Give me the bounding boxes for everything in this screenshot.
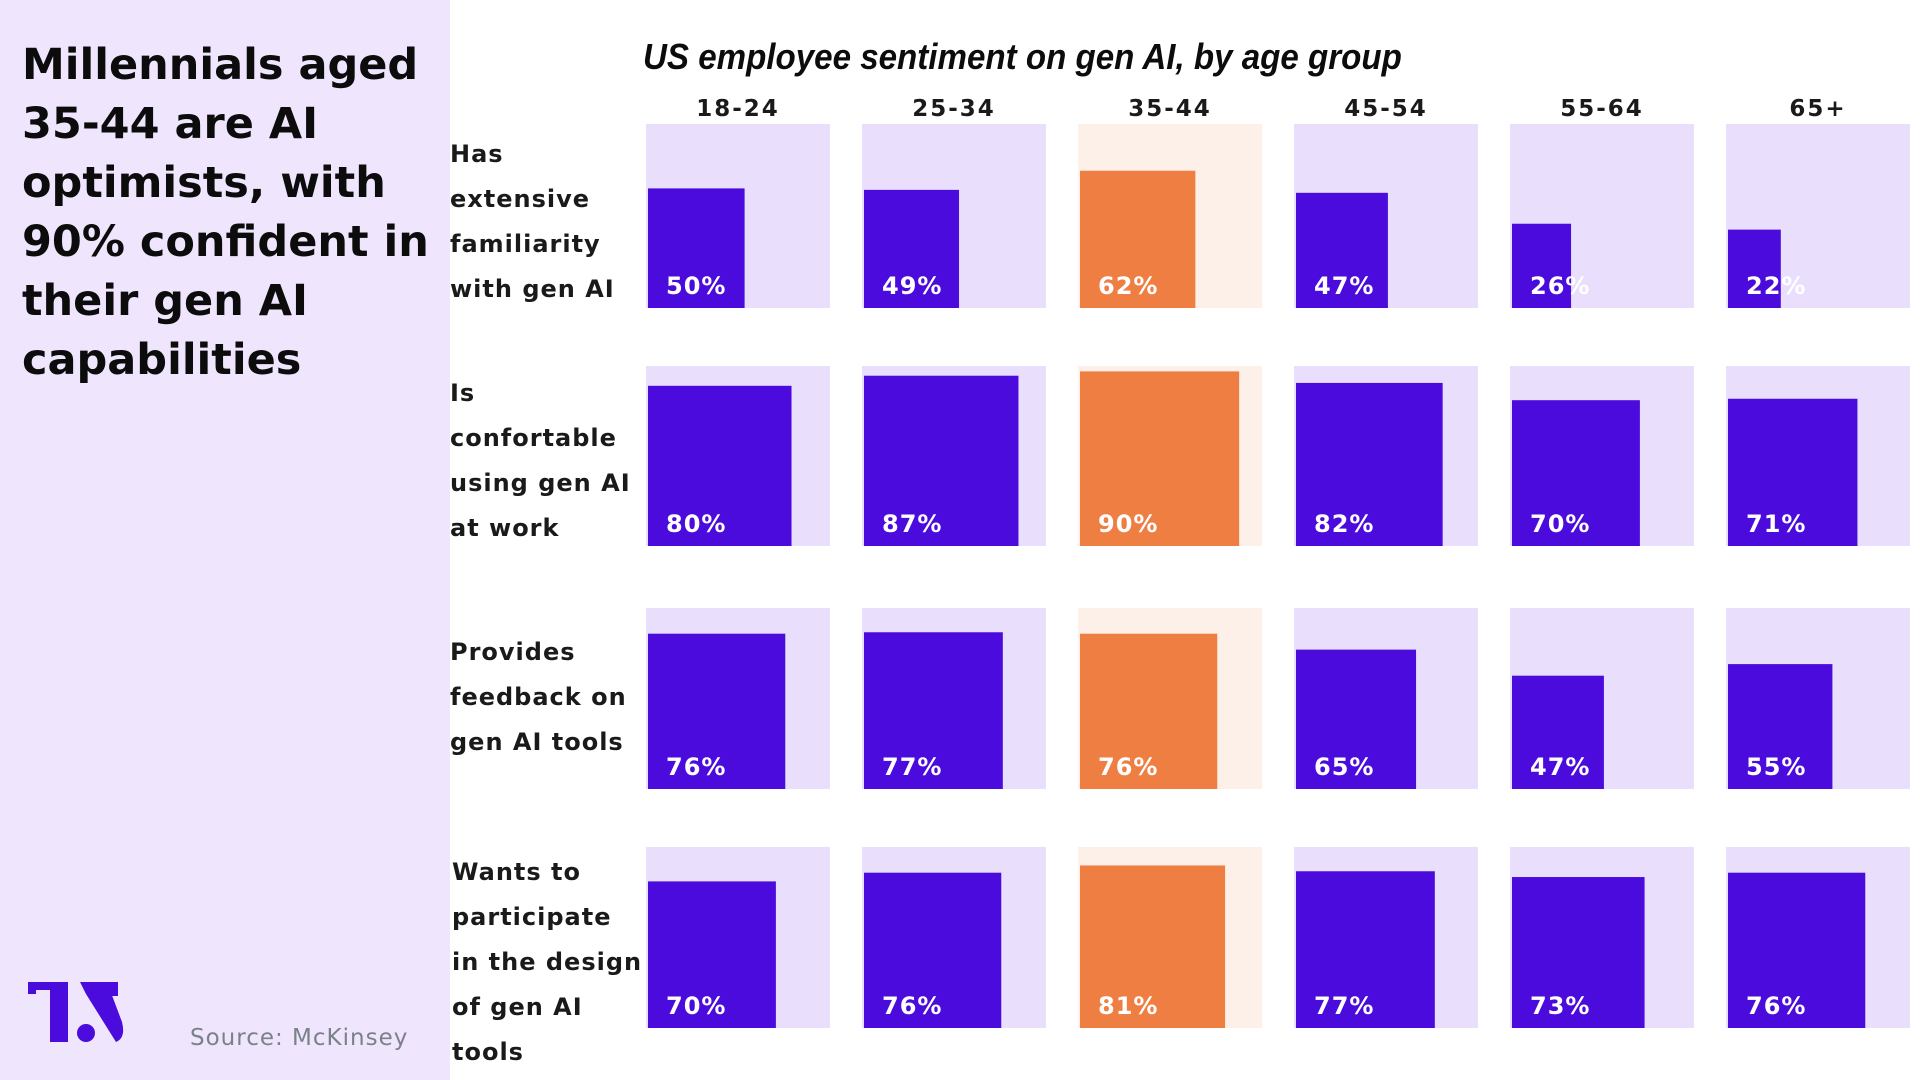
bar-value-label: 76% [1746, 992, 1806, 1020]
bar-value-label: 76% [882, 992, 942, 1020]
bar-background [862, 608, 1046, 789]
bar [864, 632, 1003, 789]
column-label: 18-24 [696, 96, 780, 122]
bar-background [646, 124, 830, 308]
bar [648, 385, 792, 546]
bar-background [1726, 608, 1910, 789]
source-note: Source: McKinsey [190, 1025, 409, 1051]
bar-value-label: 50% [666, 272, 726, 300]
bar-background [1078, 608, 1262, 789]
bar-value-label: 80% [666, 510, 726, 538]
bar-value-label: 62% [1098, 272, 1158, 300]
bar-value-label: 22% [1746, 272, 1806, 300]
bar-background [1294, 608, 1478, 789]
bar-value-label: 70% [666, 992, 726, 1020]
bar-background [862, 366, 1046, 546]
bar-value-label: 77% [1314, 992, 1374, 1020]
bar [1296, 192, 1388, 308]
column-label: 35-44 [1128, 96, 1212, 122]
bar [1296, 382, 1443, 546]
bar [1512, 223, 1572, 308]
bar [1080, 865, 1226, 1028]
bar [648, 881, 776, 1028]
bar-background [1294, 366, 1478, 546]
bar-value-label: 55% [1746, 753, 1806, 781]
bar-background [646, 366, 830, 546]
bar [1512, 400, 1640, 546]
bar-background [1510, 608, 1694, 789]
column-label: 65+ [1789, 96, 1847, 122]
bar-value-label: 70% [1530, 510, 1590, 538]
bar-background [1510, 124, 1694, 308]
bar-background [1726, 124, 1910, 308]
bar-value-label: 71% [1746, 510, 1806, 538]
bar-background [1726, 366, 1910, 546]
row-label: Is confortable using gen AI at work [450, 379, 631, 542]
headline: Millennials aged 35-44 are AI optimists,… [22, 40, 429, 385]
row-label: Provides feedback on gen AI tools [450, 638, 627, 756]
bar-value-label: 65% [1314, 753, 1374, 781]
bar-background [1078, 847, 1262, 1028]
bar-background [1726, 847, 1910, 1028]
bar [1512, 675, 1604, 789]
bar [864, 872, 1002, 1028]
bar-background [1294, 847, 1478, 1028]
bar-value-label: 82% [1314, 510, 1374, 538]
column-label: 45-54 [1344, 96, 1428, 122]
bar [1080, 371, 1240, 546]
bar [1728, 664, 1833, 789]
chart-title: US employee sentiment on gen AI, by age … [643, 36, 1402, 77]
bar-background [1078, 124, 1262, 308]
bar [1080, 170, 1196, 308]
bar-value-label: 87% [882, 510, 942, 538]
bar [1512, 877, 1645, 1028]
bar [864, 375, 1019, 546]
bar-value-label: 90% [1098, 510, 1158, 538]
bar-value-label: 77% [882, 753, 942, 781]
bar-value-label: 76% [1098, 753, 1158, 781]
bar [1728, 398, 1858, 546]
bar-background [1510, 366, 1694, 546]
bar-value-label: 73% [1530, 992, 1590, 1020]
bar-value-label: 26% [1530, 272, 1590, 300]
bar [1728, 872, 1866, 1028]
bar-value-label: 49% [882, 272, 942, 300]
column-label: 25-34 [912, 96, 996, 122]
bar-value-label: 81% [1098, 992, 1158, 1020]
bar-value-label: 47% [1530, 753, 1590, 781]
bar-background [1294, 124, 1478, 308]
bar [1296, 649, 1417, 789]
bar-background [862, 847, 1046, 1028]
bar-background [1078, 366, 1262, 546]
bar-background [646, 847, 830, 1028]
ts-logo-icon [28, 982, 124, 1042]
bar [1296, 871, 1435, 1028]
bar-background [1510, 847, 1694, 1028]
bar [864, 189, 960, 308]
bar [1728, 229, 1781, 308]
bar-value-label: 47% [1314, 272, 1374, 300]
row-label: Has extensive familiarity with gen AI [450, 140, 615, 303]
bar [648, 188, 745, 308]
column-label: 55-64 [1560, 96, 1644, 122]
bar-background [862, 124, 1046, 308]
bar-value-label: 76% [666, 753, 726, 781]
left-panel: Millennials aged 35-44 are AI optimists,… [0, 0, 450, 1080]
bar-background [646, 608, 830, 789]
bar [648, 633, 786, 789]
bar [1080, 633, 1218, 789]
row-label: Wants to participate in the design of ge… [452, 858, 643, 1066]
